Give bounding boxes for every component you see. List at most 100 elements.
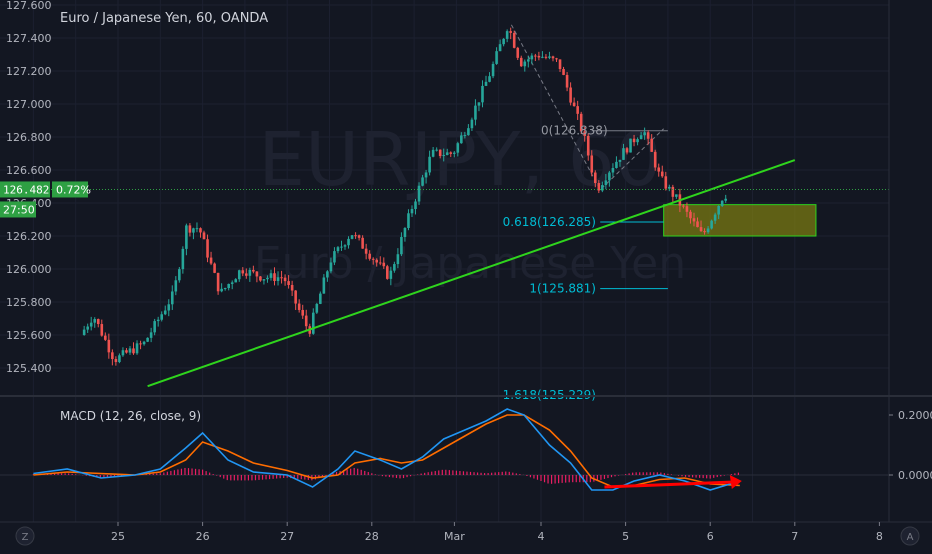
candle-body [431, 149, 435, 157]
candle-body [611, 167, 615, 173]
candle-body [696, 221, 699, 228]
candle-body [121, 350, 125, 356]
price-tick-label: 126.800 [6, 131, 52, 144]
candles-layer [82, 27, 728, 366]
candle-body [498, 44, 502, 52]
candle-body [266, 277, 269, 280]
zoom-button-circle[interactable] [15, 526, 35, 546]
candle-body [202, 232, 206, 240]
candle-body [357, 235, 361, 238]
candle-body [400, 236, 403, 255]
candle-body [551, 56, 555, 59]
candle-body [220, 288, 223, 292]
candle-body [343, 245, 347, 247]
candle-body [135, 343, 139, 354]
candle-body [304, 315, 308, 327]
candle-body [283, 277, 287, 282]
candle-body [435, 149, 438, 151]
candle-body [216, 272, 220, 292]
candle-body [192, 228, 195, 233]
candle-body [424, 172, 428, 178]
candle-body [393, 264, 396, 271]
current-price-box [0, 181, 50, 198]
candle-body [311, 312, 315, 334]
candle-body [96, 319, 100, 325]
candle-body [477, 102, 481, 106]
candle-body [269, 273, 273, 278]
zoom-button-label[interactable]: Z [22, 532, 29, 543]
candle-body [586, 135, 590, 156]
candle-body [615, 161, 618, 168]
candle-body [710, 220, 713, 229]
divergence-arrow-head [729, 475, 742, 489]
auto-scale-label[interactable]: A [907, 532, 914, 543]
candle-body [463, 135, 467, 137]
candle-body [636, 139, 639, 143]
candle-body [142, 341, 146, 345]
candle-body [618, 159, 622, 162]
candle-body [241, 270, 245, 274]
candle-body [280, 277, 283, 279]
candle-body [230, 282, 234, 284]
candle-body [287, 281, 290, 285]
candle-body [597, 183, 601, 191]
candle-body [86, 326, 89, 330]
countdown-label: 27:50 [3, 203, 35, 216]
candle-body [185, 225, 188, 249]
candle-body [682, 205, 685, 207]
auto-scale-circle[interactable] [900, 526, 920, 546]
candle-body [114, 359, 118, 363]
macd-tick-label: 0.0000 [898, 469, 932, 482]
price-tick-label: 126.000 [6, 263, 52, 276]
candle-body [407, 213, 410, 229]
time-axis[interactable]: 25 26 27 28 Mar 4 5 6 7 8 [111, 522, 883, 543]
candle-body [692, 218, 696, 222]
candle-body [495, 51, 498, 64]
candle-body [170, 291, 174, 305]
candle-body [438, 149, 442, 157]
candle-body [558, 59, 562, 70]
candle-body [146, 337, 149, 342]
current-price-label: 126.482 [3, 183, 49, 196]
change-percent-label: 0.72% [56, 183, 91, 196]
candle-body [223, 288, 227, 290]
candle-body [544, 56, 548, 58]
price-tick-label: 125.400 [6, 362, 52, 375]
macd-panel [0, 408, 889, 491]
price-axis-ticks[interactable]: 127.600 127.400 127.200 127.000 126.800 126.6… [6, 0, 52, 375]
candle-body [209, 257, 213, 264]
candle-body [199, 228, 202, 233]
candle-body [717, 205, 720, 215]
candle-body [206, 239, 209, 258]
candle-body [724, 198, 728, 201]
candle-body [671, 186, 675, 197]
candle-body [378, 262, 382, 264]
price-tick-label: 127.600 [6, 0, 52, 12]
macd-title: MACD (12, 26, close, 9) [60, 409, 201, 423]
candle-body [132, 348, 135, 354]
candle-body [336, 247, 340, 252]
candle-body [590, 155, 594, 173]
candle-body [417, 185, 421, 202]
candle-body [326, 271, 329, 278]
candle-body [128, 348, 132, 353]
candle-body [255, 271, 259, 277]
candle-body [646, 132, 650, 139]
countdown-box [0, 201, 36, 218]
price-tick-label: 126.600 [6, 164, 52, 177]
candle-body [248, 269, 252, 276]
candle-body [364, 248, 368, 254]
candle-body [523, 61, 527, 67]
candle-body [537, 55, 541, 58]
candle-body [153, 321, 156, 333]
candle-body [403, 228, 407, 237]
time-tick-label: 7 [791, 530, 798, 543]
auto-scale-button[interactable]: A [900, 526, 920, 546]
candle-body [565, 74, 569, 88]
time-tick-label: 8 [876, 530, 883, 543]
candle-body [484, 81, 488, 86]
candle-body [527, 59, 530, 62]
zoom-button[interactable]: Z [15, 526, 35, 546]
